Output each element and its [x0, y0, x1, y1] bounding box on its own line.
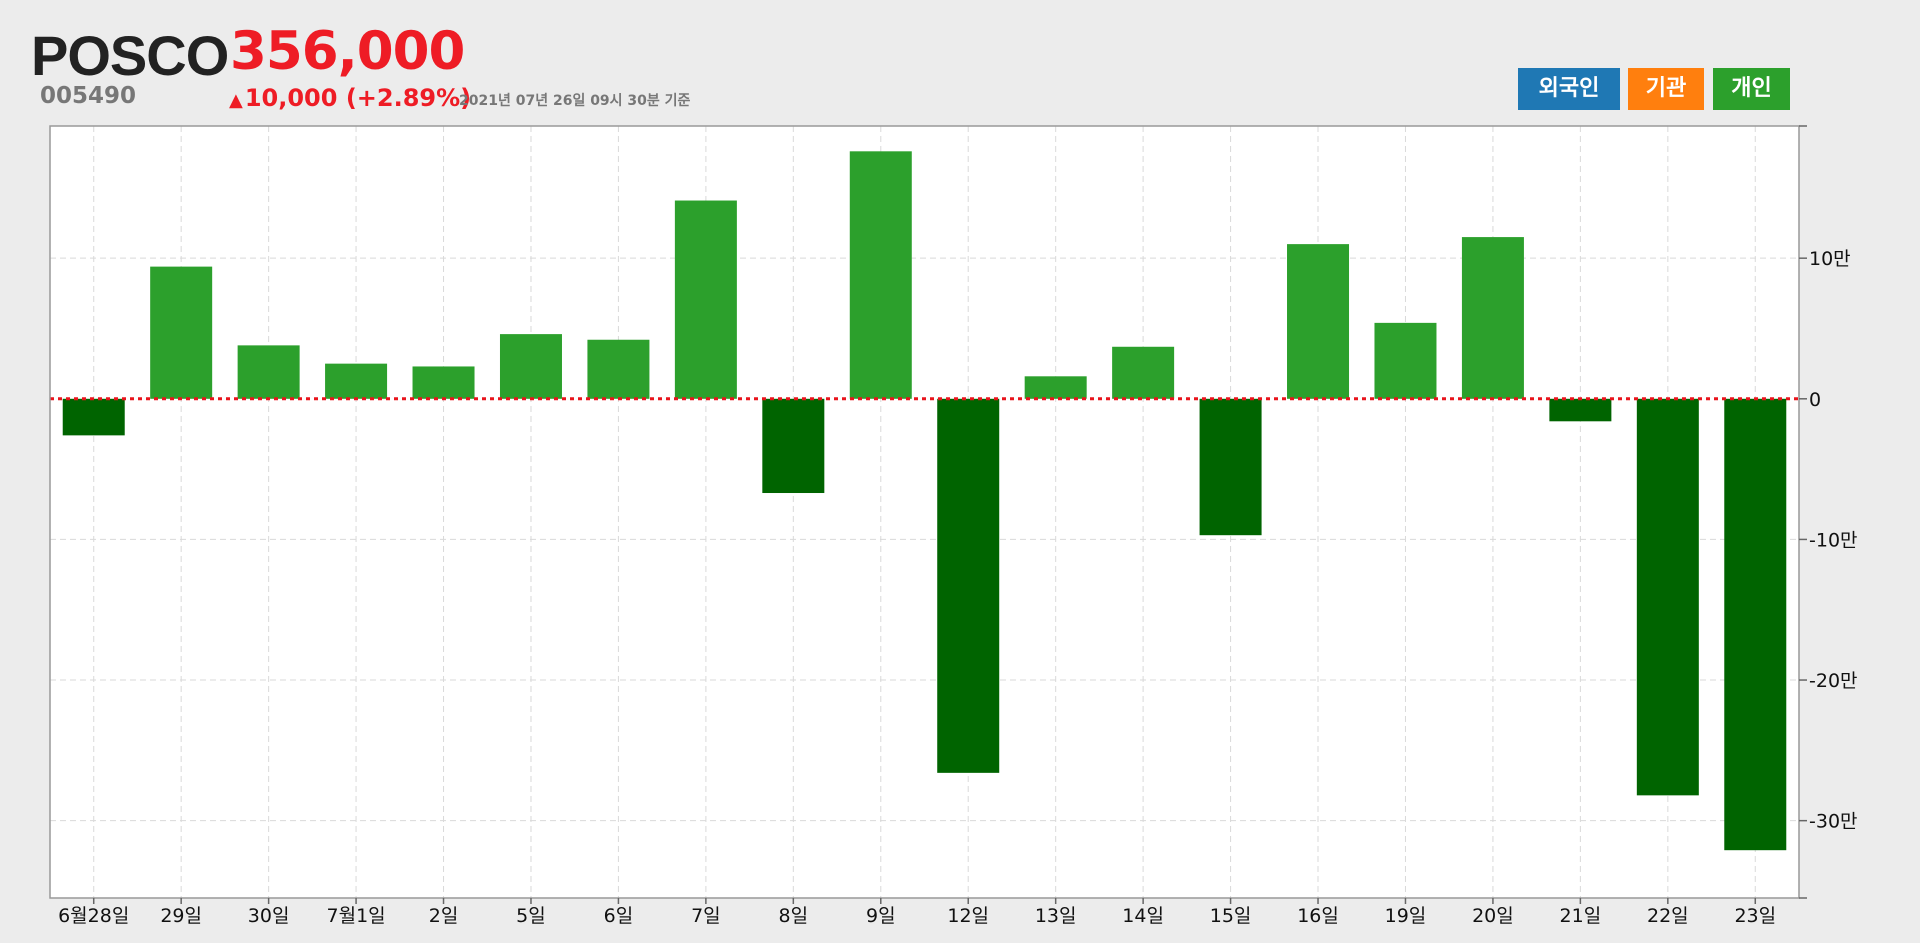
bar[interactable] — [1287, 244, 1350, 399]
legend-institution-button[interactable]: 기관 — [1628, 68, 1704, 110]
x-tick-label: 16일 — [1297, 905, 1339, 927]
x-tick-label: 6일 — [604, 905, 634, 927]
y-tick-label: 10만 — [1809, 248, 1851, 270]
bar[interactable] — [1461, 237, 1524, 399]
legend-individual-button[interactable]: 개인 — [1713, 68, 1790, 110]
x-tick-label: 20일 — [1472, 905, 1514, 927]
x-tick-label: 7월1일 — [327, 905, 386, 927]
x-tick-label: 23일 — [1734, 905, 1776, 927]
bar[interactable] — [587, 339, 650, 399]
bar[interactable] — [499, 334, 562, 399]
bar[interactable] — [849, 151, 912, 399]
y-tick-label: -20만 — [1809, 670, 1858, 692]
stock-code: 005490 — [40, 83, 137, 109]
price-change: ▲10,000 (+2.89%) — [229, 84, 471, 115]
y-tick-label: -10만 — [1809, 529, 1858, 551]
bar[interactable] — [937, 398, 1000, 773]
price-change-value: 10,000 (+2.89%) — [244, 84, 472, 112]
legend-foreign-button[interactable]: 외국인 — [1518, 68, 1620, 110]
x-tick-label: 29일 — [160, 905, 202, 927]
bar[interactable] — [1636, 398, 1699, 796]
stock-header: POSCO 005490 356,000 ▲10,000 (+2.89%) 20… — [0, 0, 1920, 125]
x-tick-label: 14일 — [1122, 905, 1164, 927]
x-tick-label: 22일 — [1647, 905, 1689, 927]
bar[interactable] — [325, 363, 388, 399]
plot-background — [50, 126, 1799, 898]
x-tick-label: 15일 — [1210, 905, 1252, 927]
company-name: POSCO — [31, 24, 229, 87]
bar[interactable] — [762, 398, 825, 494]
bar[interactable] — [1549, 398, 1612, 422]
bar[interactable] — [1199, 398, 1262, 536]
up-arrow-icon: ▲ — [229, 90, 243, 111]
bar[interactable] — [1024, 376, 1087, 399]
bar[interactable] — [1112, 346, 1175, 399]
x-tick-label: 9일 — [866, 905, 896, 927]
y-tick-label: -30만 — [1809, 811, 1858, 833]
x-tick-label: 21일 — [1560, 905, 1602, 927]
x-tick-label: 30일 — [248, 905, 290, 927]
x-tick-label: 2일 — [429, 905, 459, 927]
x-tick-label: 19일 — [1385, 905, 1427, 927]
current-price: 356,000 — [230, 21, 465, 82]
x-tick-label: 6월28일 — [58, 905, 129, 927]
x-tick-label: 5일 — [516, 905, 546, 927]
y-tick-label: 0 — [1809, 389, 1821, 411]
bar[interactable] — [62, 398, 125, 436]
x-tick-label: 8일 — [779, 905, 809, 927]
plot-frame — [49, 125, 1800, 899]
x-tick-label: 7일 — [691, 905, 721, 927]
bar[interactable] — [150, 266, 213, 399]
bar[interactable] — [1724, 398, 1787, 851]
bar[interactable] — [1374, 322, 1437, 399]
x-tick-label: 13일 — [1035, 905, 1077, 927]
x-tick-label: 12일 — [947, 905, 989, 927]
bar[interactable] — [674, 200, 737, 399]
bar[interactable] — [237, 345, 300, 399]
bar[interactable] — [412, 366, 475, 399]
as-of-timestamp: 2021년 07년 26일 09시 30분 기준 — [459, 93, 691, 109]
